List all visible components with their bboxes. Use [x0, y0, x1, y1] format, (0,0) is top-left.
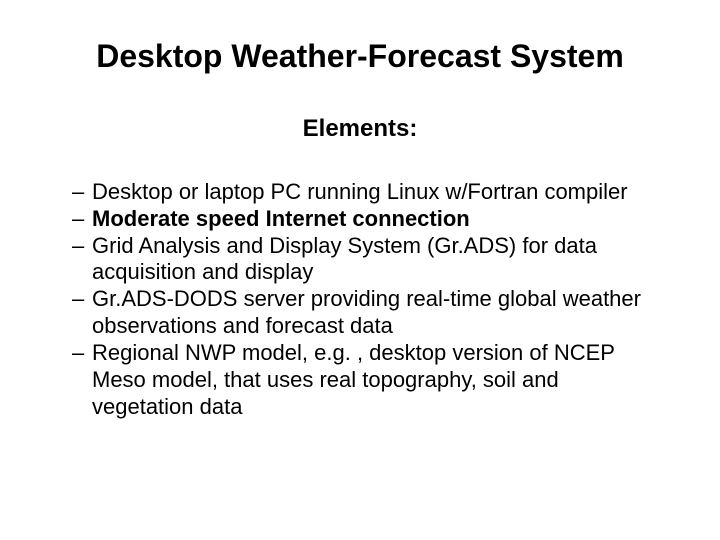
bullet-text: Desktop or laptop PC running Linux w/For… — [92, 179, 666, 206]
list-item: –Desktop or laptop PC running Linux w/Fo… — [72, 179, 666, 206]
bullet-dash-icon: – — [72, 179, 92, 206]
bullet-text: Regional NWP model, e.g. , desktop versi… — [92, 340, 666, 420]
bullet-list: –Desktop or laptop PC running Linux w/Fo… — [54, 179, 666, 420]
list-item: –Moderate speed Internet connection — [72, 206, 666, 233]
list-item: –Regional NWP model, e.g. , desktop vers… — [72, 340, 666, 420]
bullet-dash-icon: – — [72, 286, 92, 313]
bullet-dash-icon: – — [72, 233, 92, 260]
slide-container: Desktop Weather-Forecast System Elements… — [0, 0, 720, 540]
bullet-text: Gr.ADS-DODS server providing real-time g… — [92, 286, 666, 340]
list-item: –Grid Analysis and Display System (Gr.AD… — [72, 233, 666, 287]
list-item: –Gr.ADS-DODS server providing real-time … — [72, 286, 666, 340]
slide-subtitle: Elements: — [54, 115, 666, 143]
bullet-dash-icon: – — [72, 206, 92, 233]
bullet-text: Moderate speed Internet connection — [92, 206, 666, 233]
slide-title: Desktop Weather-Forecast System — [54, 38, 666, 75]
bullet-text: Grid Analysis and Display System (Gr.ADS… — [92, 233, 666, 287]
bullet-dash-icon: – — [72, 340, 92, 367]
